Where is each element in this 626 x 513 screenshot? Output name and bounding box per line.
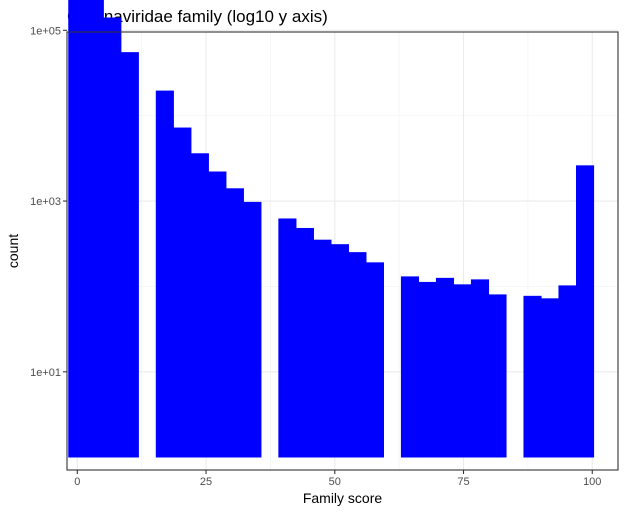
histogram-bar <box>488 294 507 458</box>
histogram-bar <box>313 239 332 458</box>
x-tick-label: 100 <box>583 476 601 488</box>
histogram-bar <box>400 276 420 458</box>
histogram-bar <box>68 0 87 458</box>
chart-title: Coronaviridae family (log10 y axis) <box>67 7 328 26</box>
plot-border <box>66 31 619 471</box>
histogram-bar <box>155 90 174 458</box>
histogram-bar <box>120 52 139 458</box>
histogram-bar <box>173 127 192 458</box>
x-tick-label: 50 <box>329 476 341 488</box>
histogram-bar <box>418 281 437 458</box>
histogram-bars <box>68 0 595 458</box>
histogram-bar <box>208 171 227 458</box>
histogram-bar <box>278 218 297 458</box>
histogram-bar <box>103 17 122 458</box>
histogram-bar <box>470 279 490 458</box>
histogram-bar <box>365 262 384 458</box>
x-tick-label: 25 <box>200 476 212 488</box>
histogram-bar <box>540 298 560 458</box>
histogram-bar <box>523 295 542 458</box>
axes: 0 25 50 75 100 1e+01 1e+03 1e+05 <box>30 25 601 488</box>
y-axis-title: count <box>5 234 21 268</box>
x-tick-label: 0 <box>74 476 80 488</box>
y-tick-label: 1e+01 <box>30 367 61 379</box>
x-axis-title: Family score <box>303 490 383 506</box>
histogram-bar <box>348 252 367 458</box>
histogram-bar <box>225 188 244 458</box>
histogram-bar <box>85 0 104 458</box>
histogram-bar <box>295 227 314 458</box>
histogram-bar <box>558 285 577 458</box>
histogram-bar <box>190 153 209 458</box>
y-tick-label: 1e+05 <box>30 25 61 37</box>
histogram-bar <box>330 244 349 458</box>
histogram-bar <box>575 165 595 458</box>
histogram-bar <box>435 277 455 458</box>
histogram-bar <box>453 284 472 458</box>
histogram-bar <box>243 201 262 458</box>
y-tick-label: 1e+03 <box>30 196 61 208</box>
x-tick-label: 75 <box>457 476 469 488</box>
